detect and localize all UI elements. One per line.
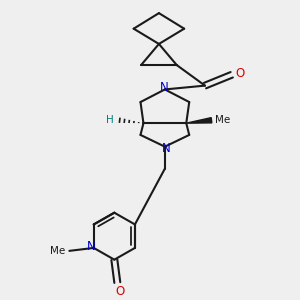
- Text: H: H: [106, 115, 114, 125]
- Text: N: N: [162, 142, 171, 154]
- Text: Me: Me: [50, 246, 66, 256]
- Text: Me: Me: [215, 115, 230, 125]
- Text: N: N: [160, 81, 169, 94]
- Text: O: O: [236, 68, 245, 80]
- Polygon shape: [186, 118, 212, 123]
- Text: N: N: [86, 240, 95, 253]
- Text: O: O: [116, 285, 125, 298]
